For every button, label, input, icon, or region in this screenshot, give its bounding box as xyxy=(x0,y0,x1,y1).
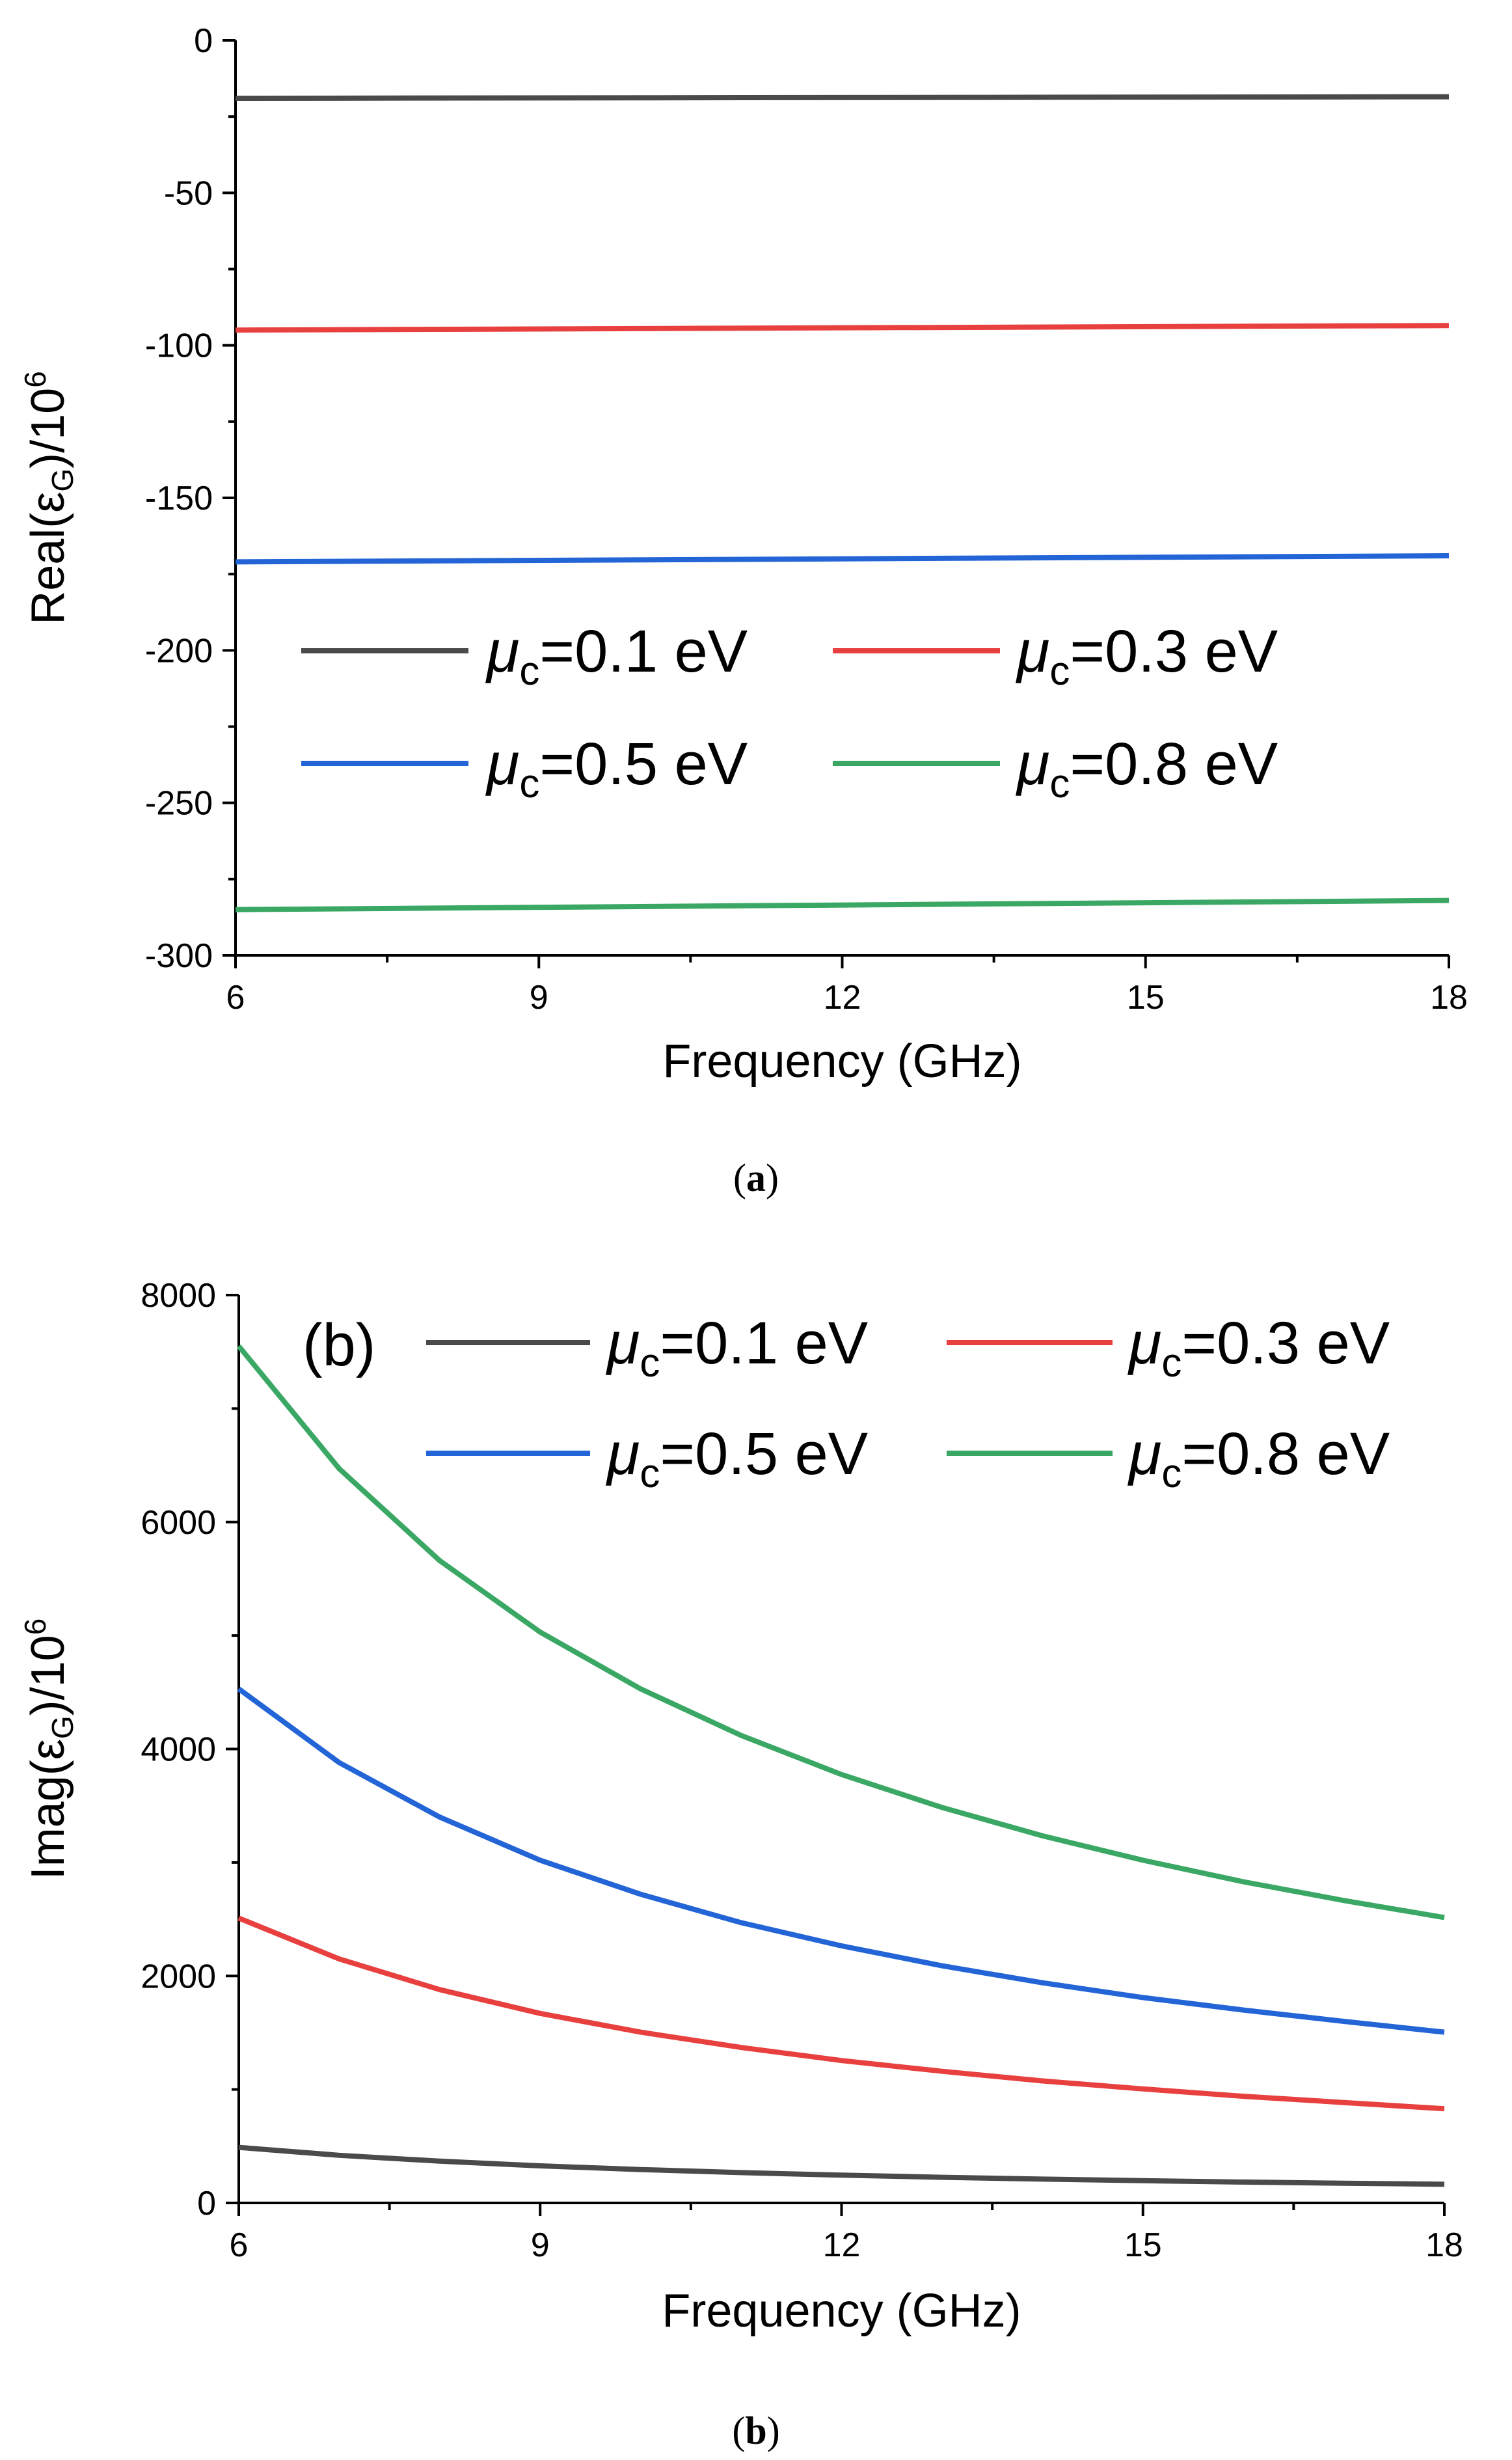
x-tick-label: 18 xyxy=(1430,979,1468,1017)
x-axis-label: Frequency (GHz) xyxy=(662,1035,1021,1087)
legend-label-3: μc=0.8 eV xyxy=(1127,1421,1390,1496)
legend-symbol: μ xyxy=(1127,1421,1161,1487)
y-tick-label: -300 xyxy=(145,937,213,975)
legend-subscript: c xyxy=(640,1341,660,1386)
y-tick-label: 0 xyxy=(194,22,213,60)
panel-b: 6 9 12 15 18 0 2000 4000 6000 8000 Frequency (GHz)… xyxy=(18,1277,1463,2452)
y-axis-label: Imag(εG)/106 xyxy=(18,1619,79,1880)
series-line-0 xyxy=(238,2144,1445,2187)
y-tick-label: 4000 xyxy=(141,1731,216,1769)
legend-symbol: μ xyxy=(485,731,519,797)
y-tick-label: 2000 xyxy=(141,1958,216,1995)
x-tick-label: 6 xyxy=(230,2226,249,2264)
panel-label: (b) xyxy=(303,1312,375,1378)
y-axis-label-tail: )/10 xyxy=(22,388,74,469)
legend-text: =0.8 eV xyxy=(1181,1421,1390,1487)
legend-text: =0.3 eV xyxy=(1181,1310,1390,1376)
legend-symbol: μ xyxy=(606,1310,640,1376)
y-axis-label-sup: 6 xyxy=(18,1619,52,1635)
x-tick-label: 15 xyxy=(1124,2226,1162,2264)
legend-text: =0.1 eV xyxy=(660,1310,868,1376)
y-axis-label-sub: G xyxy=(46,469,79,492)
caption-close: ) xyxy=(767,2409,780,2452)
x-tick-label: 9 xyxy=(530,979,548,1017)
series-line-2 xyxy=(237,1686,1445,2035)
series-line-2 xyxy=(235,553,1450,565)
legend-subscript: c xyxy=(1161,1451,1181,1496)
panel-caption: (b) xyxy=(732,2409,779,2452)
legend-label-3: μc=0.8 eV xyxy=(1016,731,1278,806)
legend-label-1: μc=0.3 eV xyxy=(1127,1310,1390,1386)
legend-symbol: μ xyxy=(1127,1310,1161,1376)
y-tick-label: -100 xyxy=(145,327,213,365)
legend-subscript: c xyxy=(1049,761,1070,806)
y-axis-label-main: Real(ε xyxy=(22,492,74,625)
y-axis-label-main: Imag(ε xyxy=(22,1739,74,1879)
y-axis-label-sup: 6 xyxy=(18,371,52,388)
caption-close: ) xyxy=(766,1156,779,1199)
y-axis-label-sub: G xyxy=(46,1715,79,1739)
legend-symbol: μ xyxy=(606,1421,640,1487)
legend-label-0: μc=0.1 eV xyxy=(485,618,748,694)
legend-subscript: c xyxy=(519,761,539,806)
y-tick-label: 8000 xyxy=(141,1277,216,1315)
series-line-0 xyxy=(235,94,1450,101)
legend-text: =0.3 eV xyxy=(1070,618,1278,685)
legend-label-2: μc=0.5 eV xyxy=(606,1421,868,1496)
caption-letter: a xyxy=(746,1156,766,1199)
y-tick-label: -150 xyxy=(145,480,213,517)
y-tick-label: -250 xyxy=(145,785,213,823)
legend-text: =0.8 eV xyxy=(1070,731,1278,797)
caption-open: ( xyxy=(733,1156,746,1199)
series-line-3 xyxy=(235,897,1450,912)
legend-label-1: μc=0.3 eV xyxy=(1016,618,1278,694)
legend-subscript: c xyxy=(519,649,539,694)
caption-open: ( xyxy=(732,2409,745,2452)
legend-label-0: μc=0.1 eV xyxy=(606,1310,868,1386)
x-tick-label: 12 xyxy=(824,979,861,1017)
x-tick-label: 15 xyxy=(1127,979,1165,1017)
panel-caption: (a) xyxy=(733,1156,779,1199)
panel-a: 6 9 12 15 18 -300 -250 -200 -150 -100 -50 0 Frequenc… xyxy=(18,22,1468,1199)
caption-letter: b xyxy=(745,2409,766,2452)
series-line-1 xyxy=(237,1915,1445,2112)
y-tick-label: 6000 xyxy=(141,1504,216,1542)
y-tick-label: -200 xyxy=(145,632,213,670)
y-axis-label: Real(εG)/106 xyxy=(18,371,79,625)
legend-subscript: c xyxy=(1161,1341,1181,1386)
x-tick-label: 6 xyxy=(226,979,245,1017)
legend-subscript: c xyxy=(1049,649,1070,694)
legend-text: =0.5 eV xyxy=(539,731,748,797)
legend-symbol: μ xyxy=(485,618,519,685)
y-axis-label-tail: )/10 xyxy=(22,1635,74,1715)
y-tick-label: 0 xyxy=(197,2185,216,2222)
x-tick-label: 18 xyxy=(1425,2226,1463,2264)
y-tick-label: -50 xyxy=(164,174,213,212)
x-tick-label: 9 xyxy=(531,2226,550,2264)
legend-text: =0.5 eV xyxy=(660,1421,868,1487)
legend-label-2: μc=0.5 eV xyxy=(485,731,748,806)
legend-symbol: μ xyxy=(1016,618,1049,685)
x-tick-label: 12 xyxy=(823,2226,861,2264)
series-line-1 xyxy=(235,323,1450,333)
legend-text: =0.1 eV xyxy=(539,618,748,685)
legend-symbol: μ xyxy=(1016,731,1049,797)
x-axis-label: Frequency (GHz) xyxy=(662,2285,1021,2337)
series-line-3 xyxy=(236,1344,1445,1920)
legend-subscript: c xyxy=(640,1451,660,1496)
